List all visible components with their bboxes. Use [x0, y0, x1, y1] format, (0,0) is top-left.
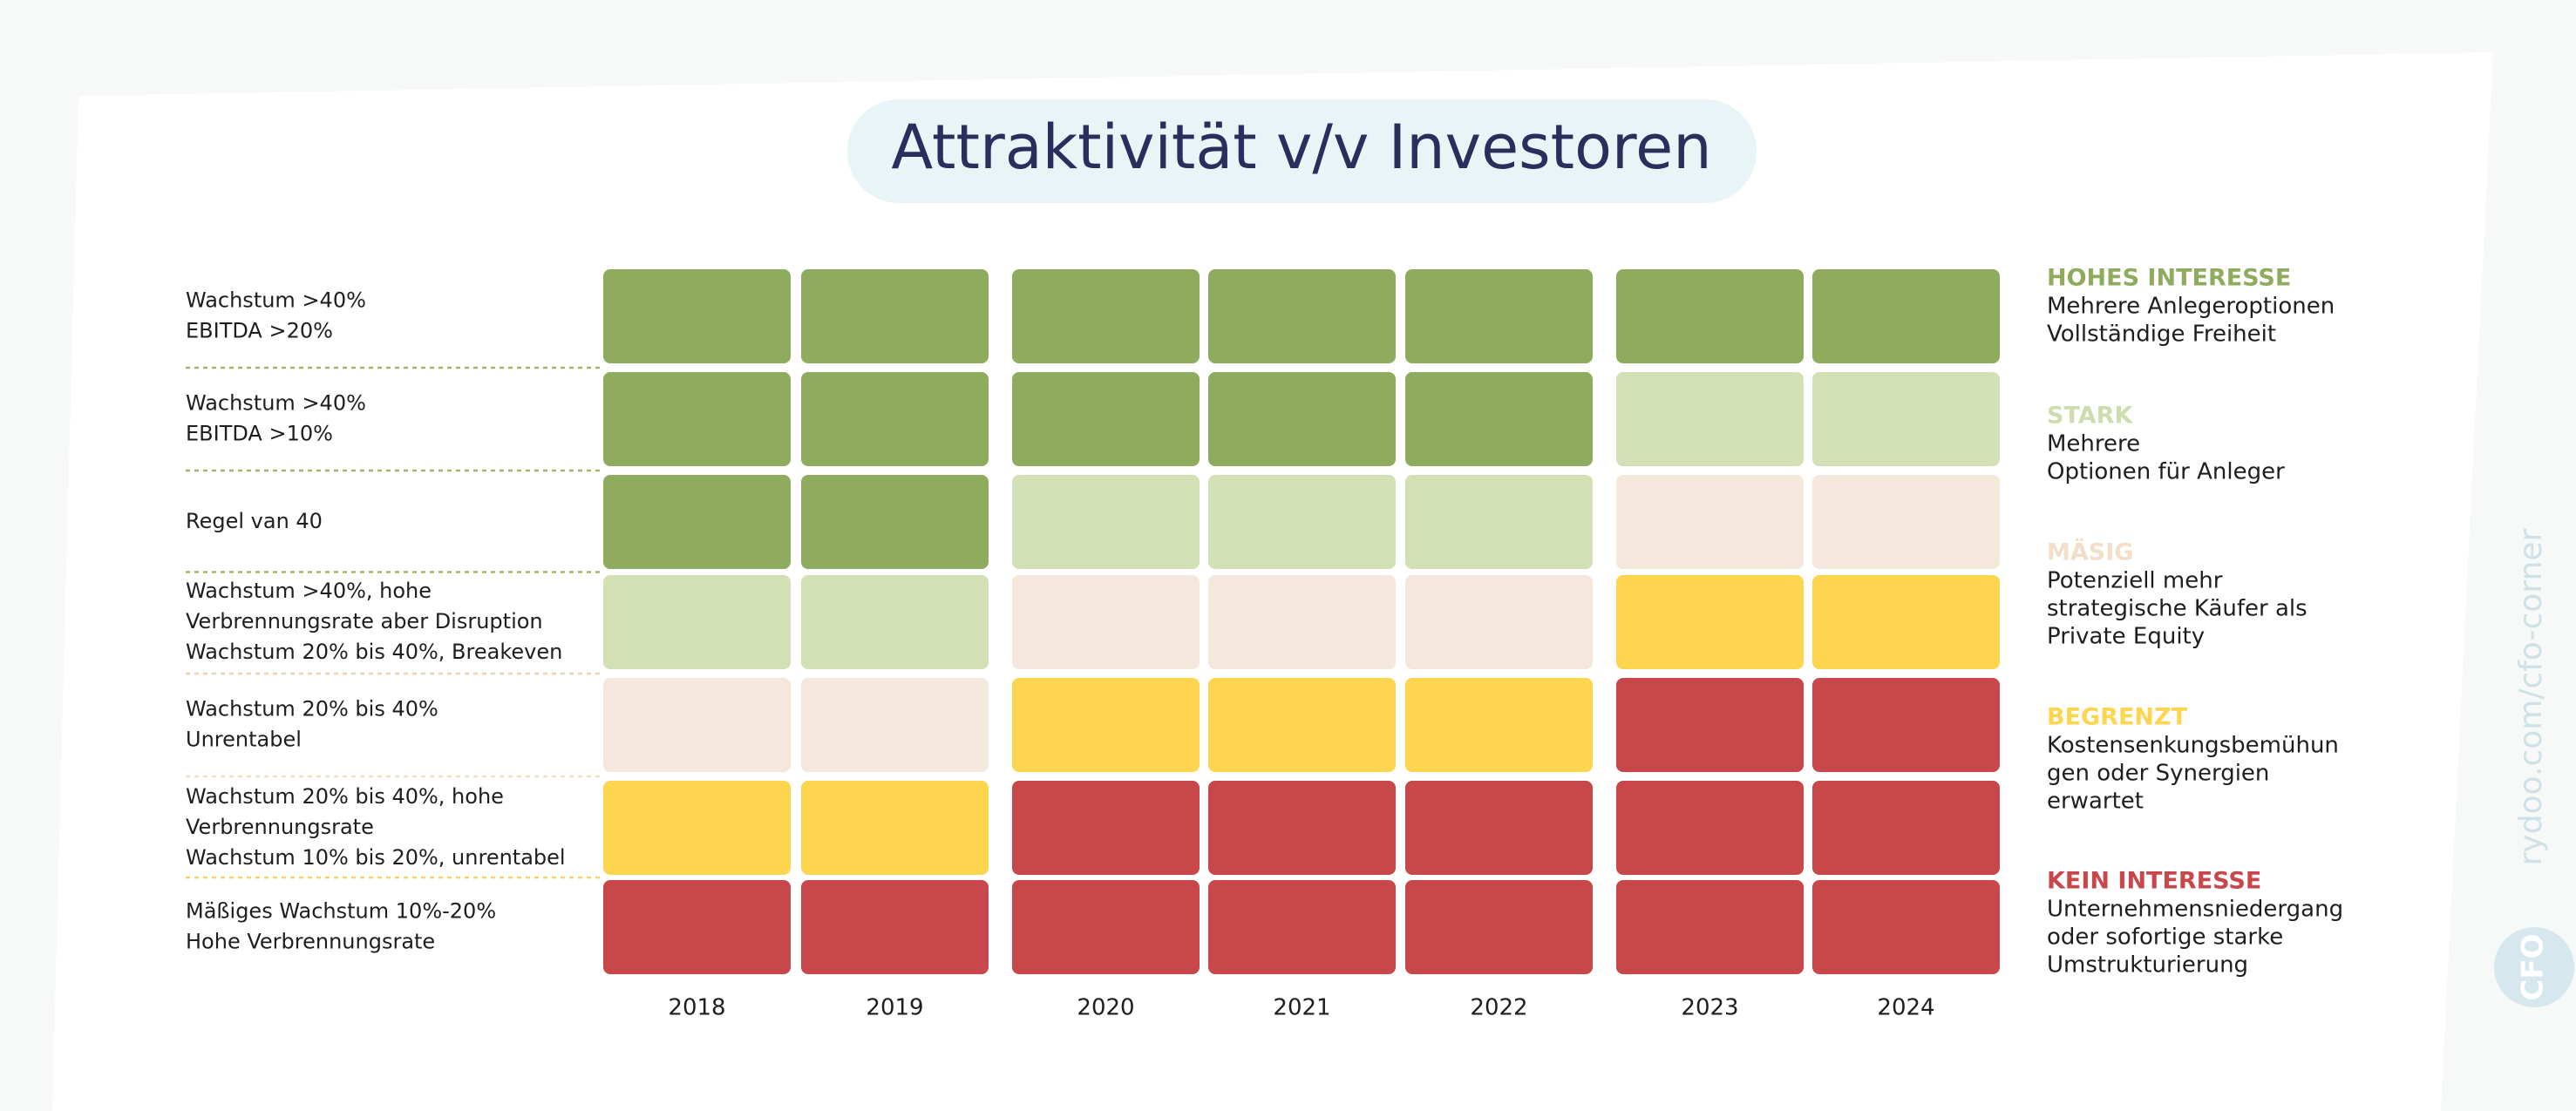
column-label: 2024 — [1877, 995, 1934, 1021]
row-label: Wachstum >40% — [186, 391, 366, 416]
cell — [603, 372, 791, 466]
cell — [1012, 475, 1200, 569]
cell — [1208, 475, 1396, 569]
cell — [1208, 880, 1396, 974]
cell — [1616, 880, 1804, 974]
row-label: Wachstum 10% bis 20%, unrentabel — [186, 845, 566, 870]
legend-title: MÄSIG — [2047, 539, 2133, 566]
legend-text: Unternehmensniedergang — [2047, 897, 2343, 923]
legend-title: BEGRENZT — [2047, 704, 2188, 731]
row-label: Wachstum 20% bis 40%, hohe — [186, 784, 504, 809]
cell — [603, 475, 791, 569]
cell — [1012, 781, 1200, 875]
row-label: Wachstum 20% bis 40%, Breakeven — [186, 640, 562, 664]
row-label: Wachstum >40%, hohe — [186, 579, 432, 603]
cell — [1812, 575, 2000, 669]
legend-title: HOHES INTERESSE — [2047, 265, 2291, 292]
cell — [1616, 475, 1804, 569]
legend-title: KEIN INTERESSE — [2047, 868, 2261, 895]
title-pill — [847, 99, 1757, 203]
cell — [1812, 781, 2000, 875]
legend-title: STARK — [2047, 403, 2133, 430]
cell — [1012, 678, 1200, 772]
cell — [1012, 880, 1200, 974]
cell — [1812, 678, 2000, 772]
column-label: 2020 — [1077, 995, 1134, 1021]
row-label: Unrentabel — [186, 728, 302, 752]
cell — [1208, 269, 1396, 363]
grid: Wachstum >40% EBITDA >20% Wachstum >40% EBI… — [186, 269, 2000, 1021]
legend-text: strategische Käufer als — [2047, 596, 2308, 622]
legend-text: Umstrukturierung — [2047, 952, 2248, 979]
row-label: Mäßiges Wachstum 10%-20% — [186, 899, 496, 924]
row-label: Wachstum 20% bis 40% — [186, 697, 438, 721]
cell — [1405, 372, 1593, 466]
legend-text: Kostensenkungsbemühun — [2047, 733, 2339, 759]
cell — [801, 678, 989, 772]
legend-text: Mehrere Anlegeroptionen — [2047, 294, 2335, 320]
row-label: EBITDA >10% — [186, 422, 333, 446]
cell — [1208, 678, 1396, 772]
logo-circle — [2494, 927, 2574, 1007]
legend-text: Optionen für Anleger — [2047, 459, 2285, 485]
row-label: Hohe Verbrennungsrate — [186, 930, 435, 954]
cell — [1616, 269, 1804, 363]
cell — [1405, 269, 1593, 363]
column-label: 2022 — [1470, 995, 1527, 1021]
row-label: EBITDA >20% — [186, 319, 333, 343]
logo: CFO — [2516, 933, 2551, 1000]
cell — [603, 575, 791, 669]
legend-text: erwartet — [2047, 789, 2144, 815]
cell — [1208, 781, 1396, 875]
cell — [603, 781, 791, 875]
legend-text: Private Equity — [2047, 624, 2205, 650]
cell — [603, 269, 791, 363]
cell — [801, 880, 989, 974]
legend-text: Mehrere — [2047, 431, 2140, 457]
cell — [1812, 880, 2000, 974]
row-label: Wachstum >40% — [186, 288, 366, 313]
cell — [1616, 372, 1804, 466]
row-label: Verbrennungsrate — [186, 815, 374, 839]
cell — [1812, 475, 2000, 569]
cell — [1012, 575, 1200, 669]
column-label: 2021 — [1273, 995, 1330, 1021]
cell — [1812, 269, 2000, 363]
cell — [603, 678, 791, 772]
cell — [1616, 781, 1804, 875]
cell — [1405, 781, 1593, 875]
title: Attraktivität v/v Investoren — [891, 112, 1711, 183]
legend-text: gen oder Synergien — [2047, 761, 2269, 787]
legend-text: oder sofortige starke — [2047, 925, 2283, 951]
cell — [1208, 575, 1396, 669]
column-label: 2023 — [1681, 995, 1738, 1021]
cell — [1405, 575, 1593, 669]
cell — [1405, 880, 1593, 974]
legend-text: Vollständige Freiheit — [2047, 322, 2276, 348]
row-label: Regel van 40 — [186, 509, 323, 533]
cell — [1012, 269, 1200, 363]
watermark: rydoo.com/cfo-corner — [2513, 528, 2549, 865]
legend-text: Potenziell mehr — [2047, 568, 2223, 594]
cell — [801, 475, 989, 569]
cell — [801, 269, 989, 363]
cell — [1405, 678, 1593, 772]
row-label: Verbrennungsrate aber Disruption — [186, 609, 543, 633]
cell — [1616, 678, 1804, 772]
cell — [801, 372, 989, 466]
column-label: 2019 — [866, 995, 923, 1021]
cell — [1405, 475, 1593, 569]
cell — [1012, 372, 1200, 466]
cell — [1208, 372, 1396, 466]
cell — [1616, 575, 1804, 669]
cell — [603, 880, 791, 974]
cell — [801, 575, 989, 669]
cell — [801, 781, 989, 875]
column-label: 2018 — [668, 995, 725, 1021]
cell — [1812, 372, 2000, 466]
